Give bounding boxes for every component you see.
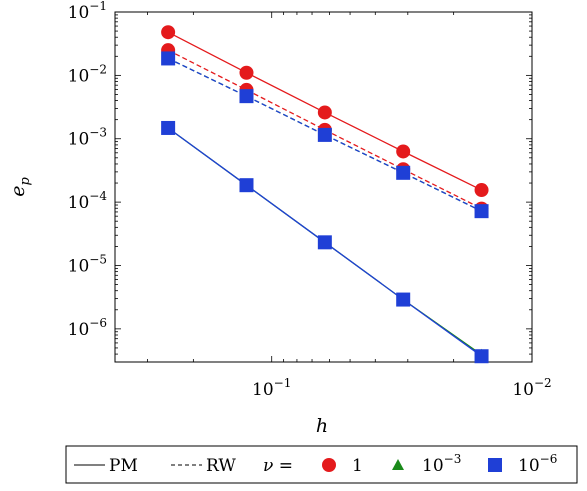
y-tick-label: 10−5 [68, 252, 107, 276]
series-line-rw-circle [167, 49, 482, 210]
data-point-square [317, 235, 332, 250]
legend-item-label: 10−6 [518, 452, 557, 476]
data-point-square [161, 120, 176, 135]
legend-item-label: 10−3 [422, 452, 461, 476]
y-tick-label: 10−2 [68, 62, 107, 86]
x-axis-label: h [316, 415, 328, 437]
legend: PM RW ν = 1 10−3 10−6 [65, 445, 578, 484]
y-tick-label: 10−4 [68, 189, 108, 213]
data-point-circle [317, 105, 332, 120]
data-point-circle [474, 183, 489, 198]
y-tick-labels: 10−1 10−2 10−3 10−4 10−5 10−6 [68, 0, 108, 340]
series-line-rw-square [167, 57, 482, 212]
data-point-square [239, 89, 254, 104]
x-tick-label: 10−2 [512, 376, 551, 400]
legend-rw-label: RW [206, 456, 236, 476]
data-point-square [474, 349, 489, 364]
legend-item-label: 1 [352, 456, 363, 476]
series-markers [161, 25, 489, 364]
data-point-circle [161, 25, 176, 40]
data-point-square [396, 165, 411, 180]
data-point-square [239, 178, 254, 193]
y-axis-label: ep [7, 177, 33, 197]
y-tick-label: 10−1 [68, 0, 107, 23]
data-point-square [474, 204, 489, 219]
plot-area-frame [114, 11, 533, 363]
axis-ticks [114, 11, 533, 363]
data-point-square [396, 292, 411, 307]
legend-marker-square [488, 458, 502, 472]
data-point-square [317, 127, 332, 142]
legend-marker-circle [322, 458, 336, 472]
legend-marker-triangle [392, 459, 404, 470]
data-point-circle [239, 65, 254, 80]
data-point-square [161, 51, 176, 66]
x-tick-labels: 10−1 10−2 [252, 376, 552, 400]
x-tick-label: 10−1 [252, 376, 291, 400]
y-tick-label: 10−6 [68, 316, 107, 340]
data-point-circle [396, 144, 411, 159]
legend-nu-label: ν = [263, 456, 293, 476]
legend-pm-label: PM [109, 456, 138, 476]
y-tick-label: 10−3 [68, 126, 107, 150]
svg-text:ep: ep [7, 177, 33, 197]
series-lines [167, 31, 482, 357]
